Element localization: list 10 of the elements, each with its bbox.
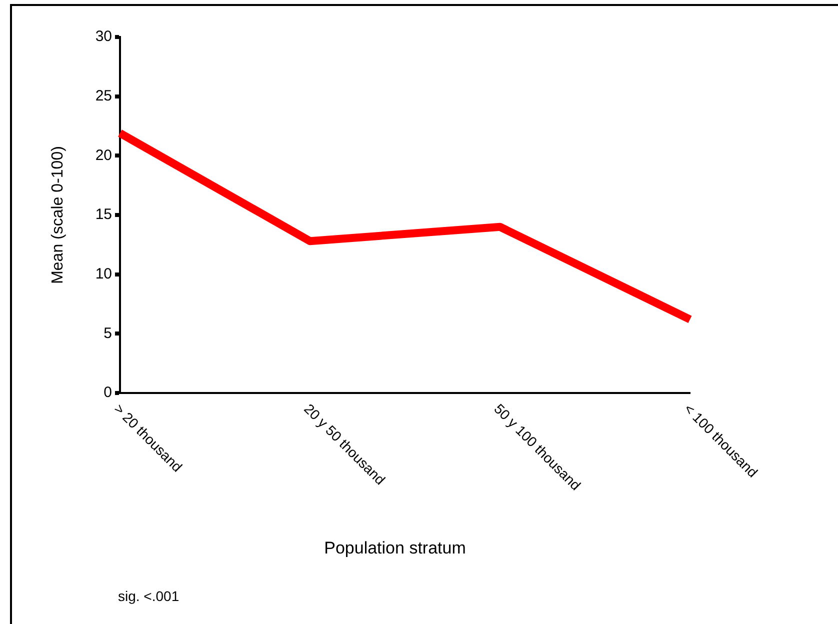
y-tick-label: 25: [95, 87, 112, 104]
y-tick-label: 15: [95, 206, 112, 224]
y-tick-label: 20: [95, 146, 112, 164]
y-tick-label: 10: [95, 265, 112, 282]
text: sig. <.001: [118, 588, 180, 604]
x-axis-title: Population stratum: [324, 538, 466, 558]
y-axis-title: Mean (scale 0-100): [49, 146, 66, 284]
y-tick-label: 30: [95, 28, 112, 46]
y-tick-label: 5: [104, 324, 112, 342]
y-tick-label: 0: [104, 384, 112, 402]
